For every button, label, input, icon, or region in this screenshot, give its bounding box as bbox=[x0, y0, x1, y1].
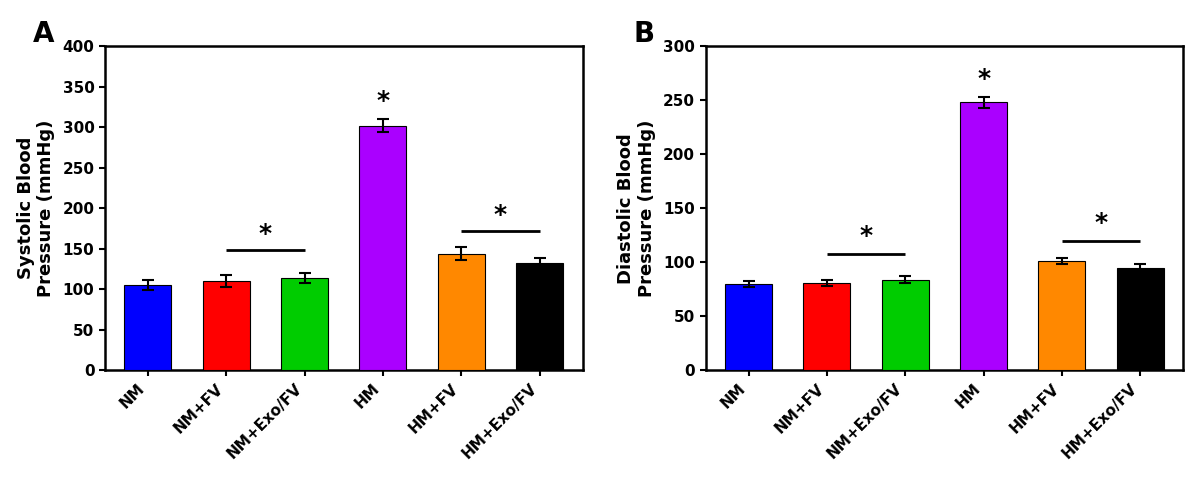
Text: *: * bbox=[1094, 211, 1108, 235]
Bar bbox=[359, 126, 407, 370]
Bar bbox=[438, 254, 485, 370]
Text: A: A bbox=[34, 20, 55, 48]
Text: *: * bbox=[259, 222, 272, 246]
Y-axis label: Systolic Blood
Pressure (mmHg): Systolic Blood Pressure (mmHg) bbox=[17, 120, 55, 297]
Bar bbox=[516, 263, 563, 370]
Bar bbox=[960, 102, 1007, 370]
Bar bbox=[281, 278, 328, 370]
Y-axis label: Diastolic Blood
Pressure (mmHg): Diastolic Blood Pressure (mmHg) bbox=[617, 120, 656, 297]
Text: *: * bbox=[859, 224, 872, 248]
Bar bbox=[804, 283, 851, 370]
Bar bbox=[125, 285, 172, 370]
Bar bbox=[1038, 261, 1086, 370]
Text: B: B bbox=[634, 20, 655, 48]
Bar bbox=[882, 280, 929, 370]
Text: *: * bbox=[494, 203, 506, 227]
Text: *: * bbox=[377, 88, 390, 113]
Bar bbox=[203, 281, 250, 370]
Bar bbox=[725, 284, 772, 370]
Bar bbox=[1117, 268, 1164, 370]
Text: *: * bbox=[977, 67, 990, 91]
